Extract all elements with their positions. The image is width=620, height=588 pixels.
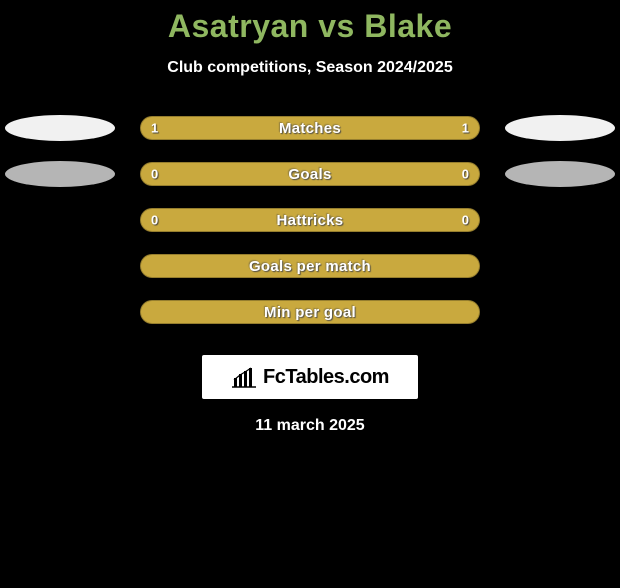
date-text: 11 march 2025 bbox=[0, 417, 620, 435]
right-marker-ellipse bbox=[505, 161, 615, 187]
stat-bar: 0 Goals 0 bbox=[140, 162, 480, 186]
stat-label: Goals bbox=[141, 166, 479, 183]
stat-value-left: 0 bbox=[151, 167, 158, 182]
stat-value-left: 0 bbox=[151, 213, 158, 228]
stat-row: 0 Hattricks 0 bbox=[0, 197, 620, 243]
stat-row: 1 Matches 1 bbox=[0, 105, 620, 151]
right-marker-ellipse bbox=[505, 115, 615, 141]
stat-label: Min per goal bbox=[141, 304, 479, 321]
stat-bar: 1 Matches 1 bbox=[140, 116, 480, 140]
stat-bar: 0 Hattricks 0 bbox=[140, 208, 480, 232]
stat-row: 0 Goals 0 bbox=[0, 151, 620, 197]
left-marker-ellipse bbox=[5, 115, 115, 141]
page-title: Asatryan vs Blake bbox=[0, 8, 620, 45]
page-subtitle: Club competitions, Season 2024/2025 bbox=[0, 59, 620, 77]
bar-chart-icon bbox=[231, 366, 257, 388]
stat-label: Hattricks bbox=[141, 212, 479, 229]
stat-bar: Min per goal bbox=[140, 300, 480, 324]
stat-value-right: 0 bbox=[462, 213, 469, 228]
stat-value-right: 0 bbox=[462, 167, 469, 182]
stat-bar: Goals per match bbox=[140, 254, 480, 278]
fctables-logo[interactable]: FcTables.com bbox=[202, 355, 418, 399]
stat-row: Goals per match bbox=[0, 243, 620, 289]
stat-value-left: 1 bbox=[151, 121, 158, 136]
stat-row: Min per goal bbox=[0, 289, 620, 335]
left-marker-ellipse bbox=[5, 161, 115, 187]
stat-label: Matches bbox=[141, 120, 479, 137]
stats-container: 1 Matches 1 0 Goals 0 0 Hattricks 0 Goal… bbox=[0, 105, 620, 335]
logo-text: FcTables.com bbox=[263, 366, 389, 389]
stat-value-right: 1 bbox=[462, 121, 469, 136]
stat-label: Goals per match bbox=[141, 258, 479, 275]
